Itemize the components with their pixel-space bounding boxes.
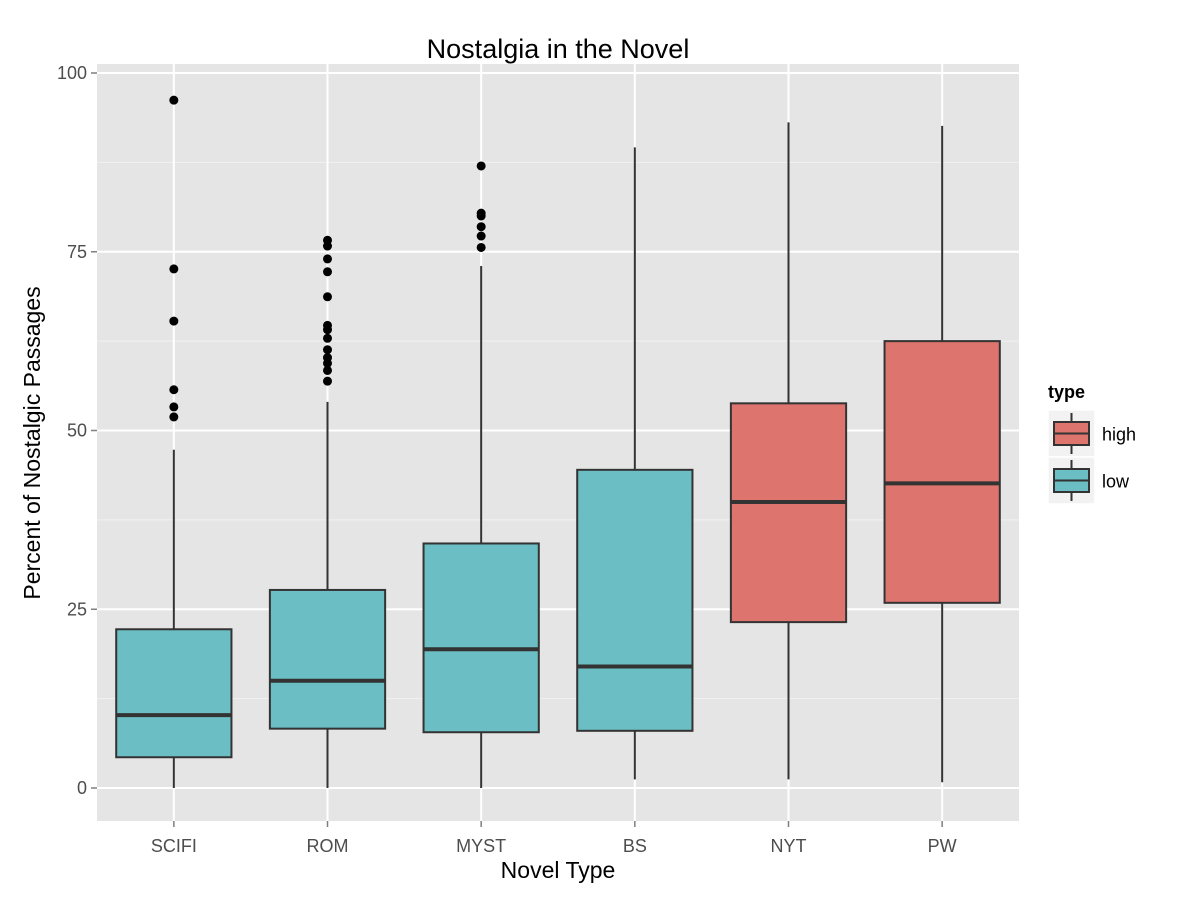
- outlier-point: [323, 345, 332, 355]
- box-iqr: [883, 340, 1001, 604]
- boxes-layer: [115, 95, 1001, 788]
- x-tick-label: NYT: [771, 836, 807, 856]
- outlier-point: [323, 320, 332, 330]
- outlier-point: [476, 242, 486, 252]
- outlier-point: [169, 316, 179, 326]
- legend-label-low: low: [1102, 472, 1130, 492]
- y-tick-label: 100: [57, 63, 87, 83]
- outlier-point: [323, 267, 332, 277]
- outlier-point: [476, 231, 486, 241]
- legend-label-high: high: [1102, 425, 1136, 445]
- y-tick-label: 50: [67, 421, 87, 441]
- y-tick-label: 75: [67, 242, 87, 262]
- outlier-point: [476, 161, 486, 171]
- x-axis-title: Novel Type: [501, 857, 616, 883]
- x-tick-label: SCIFI: [151, 836, 197, 856]
- y-tick-label: 25: [67, 599, 87, 619]
- outlier-point: [323, 254, 332, 264]
- box-scifi: [115, 95, 233, 788]
- chart-title: Nostalgia in the Novel: [427, 34, 690, 64]
- box-bs: [576, 147, 694, 780]
- legend-title: type: [1048, 382, 1085, 402]
- x-tick-label: BS: [623, 836, 647, 856]
- legend-key-high: [1047, 409, 1096, 458]
- legend: type high low: [1047, 382, 1136, 505]
- box-iqr: [576, 468, 694, 732]
- outlier-point: [169, 264, 179, 274]
- outlier-point: [323, 376, 332, 386]
- x-tick-label: MYST: [456, 836, 506, 856]
- outlier-point: [476, 222, 486, 232]
- y-axis-title: Percent of Nostalgic Passages: [19, 286, 45, 599]
- y-axis: 0 25 50 75 100: [57, 63, 97, 798]
- outlier-point: [169, 95, 179, 105]
- box-rom: [268, 235, 387, 788]
- box-pw: [883, 125, 1001, 783]
- box-iqr: [729, 402, 848, 624]
- outlier-point: [169, 385, 179, 395]
- outlier-point: [323, 353, 332, 363]
- box-nyt: [729, 122, 848, 780]
- outlier-point: [169, 402, 179, 412]
- x-tick-label: ROM: [307, 836, 349, 856]
- outlier-point: [323, 235, 332, 245]
- box-iqr: [115, 628, 233, 759]
- box-iqr: [422, 542, 540, 734]
- minor-gridlines: [97, 161, 1019, 700]
- outlier-point: [169, 412, 179, 422]
- plot-panel: [97, 64, 1019, 821]
- outlier-point: [323, 333, 332, 343]
- y-tick-label: 0: [77, 778, 87, 798]
- box-iqr: [268, 588, 387, 730]
- legend-key-low: [1047, 456, 1096, 505]
- outlier-point: [323, 292, 332, 302]
- x-tick-label: PW: [928, 836, 957, 856]
- outlier-point: [323, 365, 332, 375]
- outlier-point: [476, 208, 486, 218]
- box-myst: [422, 161, 540, 788]
- x-axis: SCIFI ROM MYST BS NYT PW: [151, 821, 957, 856]
